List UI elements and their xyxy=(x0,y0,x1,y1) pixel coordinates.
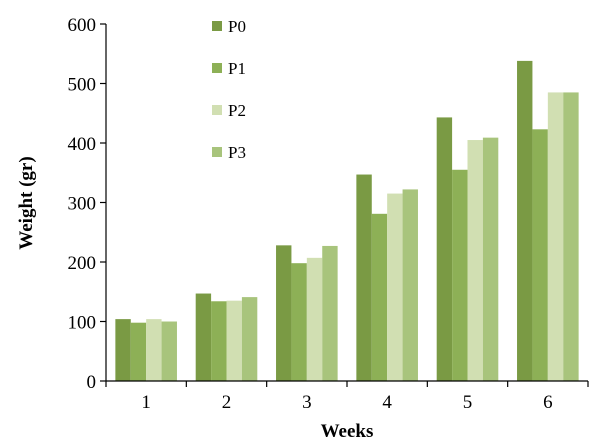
bar-p1-week-1 xyxy=(130,322,147,381)
y-axis-title: Weight (gr) xyxy=(16,156,37,249)
bar-p1-week-3 xyxy=(291,263,307,381)
bar-p3-week-3 xyxy=(322,245,338,381)
legend-swatch-p3 xyxy=(212,147,222,157)
bar-p2-week-4 xyxy=(387,193,403,381)
legend-label-p0: P0 xyxy=(228,17,246,36)
bar-p0-week-3 xyxy=(276,245,292,381)
legend-swatch-p1 xyxy=(212,63,222,73)
legend-label-p3: P3 xyxy=(228,143,246,162)
bar-p0-week-4 xyxy=(356,174,372,381)
bar-p2-week-1 xyxy=(146,319,162,381)
bars-group xyxy=(115,60,579,382)
axes-group xyxy=(105,24,588,382)
x-tick-label: 6 xyxy=(543,392,553,413)
bar-p1-week-2 xyxy=(211,301,227,381)
bar-p3-week-4 xyxy=(402,189,418,381)
x-tick-label: 5 xyxy=(463,392,473,413)
x-tick-label: 4 xyxy=(382,392,392,413)
bar-p2-week-2 xyxy=(226,300,242,381)
bar-p2-week-3 xyxy=(306,257,323,381)
y-tick-label: 300 xyxy=(68,194,97,215)
legend-label-p2: P2 xyxy=(228,101,246,120)
y-tick-label: 400 xyxy=(68,134,97,155)
x-tick-label: 2 xyxy=(222,392,232,413)
bar-p2-week-6 xyxy=(547,92,564,382)
x-tick-label: 1 xyxy=(141,392,151,413)
y-tick-label: 100 xyxy=(68,313,97,334)
legend: P0 P1 P2 P3 xyxy=(212,17,246,162)
legend-label-p1: P1 xyxy=(228,59,246,78)
y-tick-label: 500 xyxy=(68,75,97,96)
bar-p0-week-2 xyxy=(195,293,212,381)
bar-p0-week-5 xyxy=(436,117,453,381)
bar-p1-week-6 xyxy=(532,129,548,381)
legend-swatch-p2 xyxy=(212,105,222,115)
bar-p3-week-2 xyxy=(241,297,258,381)
x-ticks-group: 1 2 3 4 5 6 xyxy=(105,381,589,413)
x-axis-title: Weeks xyxy=(321,421,374,437)
y-tick-label: 200 xyxy=(68,253,97,274)
y-ticks-group: 0 100 200 300 400 500 600 xyxy=(68,15,106,393)
y-tick-label: 600 xyxy=(68,15,97,36)
bar-p1-week-5 xyxy=(452,169,468,381)
x-tick-label: 3 xyxy=(302,392,312,413)
bar-p3-week-6 xyxy=(563,92,579,382)
bar-p3-week-1 xyxy=(161,321,177,381)
bar-p2-week-5 xyxy=(467,140,483,381)
bar-p0-week-6 xyxy=(517,60,533,381)
bar-p1-week-4 xyxy=(371,213,388,381)
y-tick-label: 0 xyxy=(87,372,97,393)
bar-p0-week-1 xyxy=(115,319,131,381)
bar-p3-week-5 xyxy=(482,137,499,381)
legend-swatch-p0 xyxy=(212,21,222,31)
